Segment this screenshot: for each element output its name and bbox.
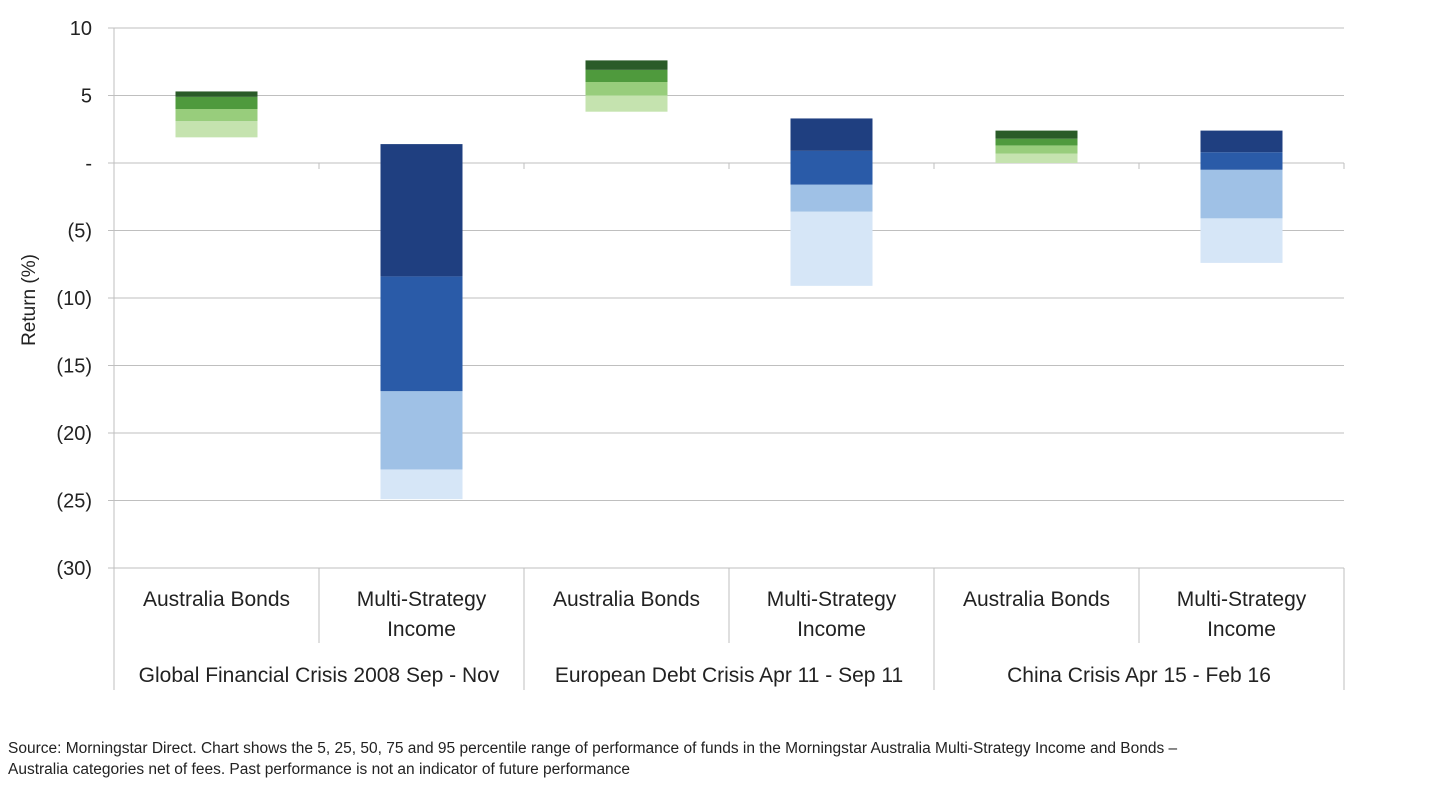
category-label: Income	[1207, 618, 1276, 641]
y-tick-label: (10)	[56, 288, 92, 310]
category-labels: Australia Bonds Multi-Strategy Income Globa…	[139, 588, 1307, 687]
bars	[175, 60, 1283, 500]
y-tick-label: (15)	[56, 356, 92, 378]
bar-segment-5-25	[995, 153, 1078, 163]
bar-segment-75-95	[585, 60, 668, 70]
category-label: Australia Bonds	[963, 588, 1110, 611]
bar-segment-50-75	[995, 138, 1078, 146]
bar-segment-50-75	[585, 69, 668, 82]
bar-segment-25-50	[175, 109, 258, 122]
category-label: Multi-Strategy	[767, 588, 897, 611]
bar-segment-25-50	[585, 82, 668, 96]
y-tick-label: (30)	[56, 558, 92, 580]
source-note-line-1: Source: Morningstar Direct. Chart shows …	[8, 740, 1178, 757]
y-tick-labels: 10 5 - (5) (10) (15) (20) (25) (30)	[56, 18, 92, 580]
bar-segment-25-50	[1200, 169, 1283, 219]
bar-segment-25-50	[790, 184, 873, 212]
source-note: Source: Morningstar Direct. Chart shows …	[8, 738, 1418, 780]
group-label: European Debt Crisis Apr 11 - Sep 11	[555, 664, 903, 687]
y-tick-label: 5	[81, 86, 92, 108]
category-label: Income	[797, 618, 866, 641]
bar-segment-5-25	[585, 95, 668, 112]
bar-segment-50-75	[380, 276, 463, 392]
bar-segment-75-95	[1200, 130, 1283, 153]
bar-segment-50-75	[790, 150, 873, 185]
y-tick-label: (25)	[56, 491, 92, 513]
bar-segment-75-95	[995, 130, 1078, 139]
bar-segment-25-50	[380, 391, 463, 470]
y-tick-label: 10	[70, 18, 92, 40]
category-label: Income	[387, 618, 456, 641]
bar-segment-50-75	[175, 96, 258, 109]
y-tick-label: (20)	[56, 423, 92, 445]
category-label: Australia Bonds	[143, 588, 290, 611]
category-label: Multi-Strategy	[1177, 588, 1307, 611]
group-label: Global Financial Crisis 2008 Sep - Nov	[139, 664, 500, 687]
y-tick-label: (5)	[68, 221, 92, 243]
y-tick-label: -	[85, 153, 92, 175]
y-axis-title: Return (%)	[19, 254, 40, 346]
gridlines	[114, 27, 1344, 501]
axes	[108, 27, 1345, 690]
group-label: China Crisis Apr 15 - Feb 16	[1007, 664, 1271, 687]
source-note-line-2: Australia categories net of fees. Past p…	[8, 761, 631, 778]
category-label: Australia Bonds	[553, 588, 700, 611]
bar-segment-75-95	[380, 144, 463, 277]
category-label: Multi-Strategy	[357, 588, 487, 611]
bar-segment-5-25	[380, 469, 463, 500]
bar-segment-25-50	[995, 145, 1078, 154]
bar-segment-50-75	[1200, 152, 1283, 170]
bar-segment-5-25	[1200, 218, 1283, 263]
bar-segment-5-25	[175, 121, 258, 138]
bar-segment-75-95	[175, 91, 258, 97]
bar-segment-5-25	[790, 211, 873, 286]
bar-segment-75-95	[790, 118, 873, 151]
